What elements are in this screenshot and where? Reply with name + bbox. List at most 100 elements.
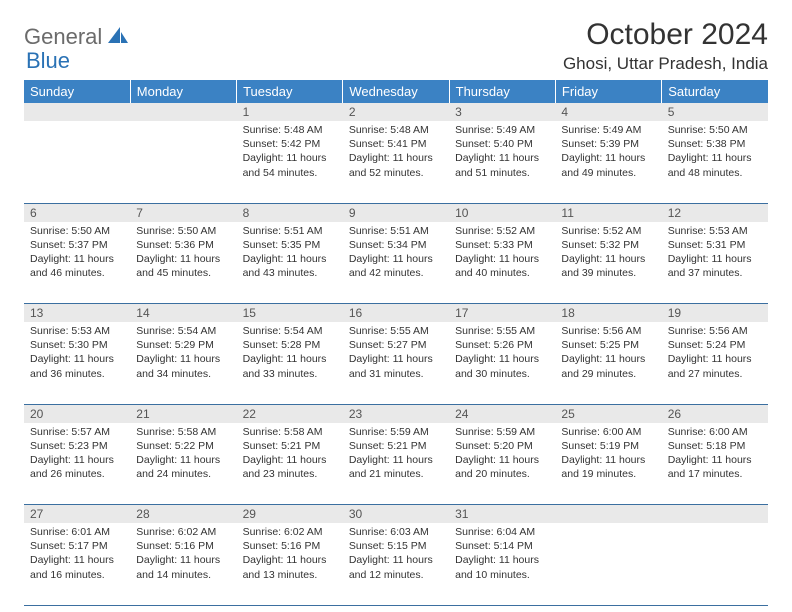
sunrise-text: Sunrise: 5:56 AM	[668, 324, 762, 338]
day-cell	[555, 523, 661, 605]
day-number-cell: 11	[555, 203, 661, 222]
sunrise-text: Sunrise: 5:50 AM	[668, 123, 762, 137]
brand-logo: General	[24, 24, 131, 50]
day-info: Sunrise: 6:02 AMSunset: 5:16 PMDaylight:…	[237, 523, 343, 586]
day-number-cell: 28	[130, 505, 236, 524]
day-number-cell: 29	[237, 505, 343, 524]
day-number-cell: 3	[449, 103, 555, 121]
sunrise-text: Sunrise: 5:57 AM	[30, 425, 124, 439]
month-title: October 2024	[563, 18, 768, 52]
day-cell	[24, 121, 130, 203]
day-number-cell: 16	[343, 304, 449, 323]
sunrise-text: Sunrise: 5:51 AM	[243, 224, 337, 238]
daylight-text: Daylight: 11 hours and 29 minutes.	[561, 352, 655, 380]
sunrise-text: Sunrise: 5:48 AM	[349, 123, 443, 137]
daylight-text: Daylight: 11 hours and 27 minutes.	[668, 352, 762, 380]
day-cell: Sunrise: 5:59 AMSunset: 5:21 PMDaylight:…	[343, 423, 449, 505]
sunrise-text: Sunrise: 5:56 AM	[561, 324, 655, 338]
day-info: Sunrise: 5:51 AMSunset: 5:35 PMDaylight:…	[237, 222, 343, 285]
day-cell: Sunrise: 6:01 AMSunset: 5:17 PMDaylight:…	[24, 523, 130, 605]
sunrise-text: Sunrise: 5:55 AM	[455, 324, 549, 338]
day-cell: Sunrise: 5:55 AMSunset: 5:27 PMDaylight:…	[343, 322, 449, 404]
sunrise-text: Sunrise: 6:02 AM	[243, 525, 337, 539]
sunset-text: Sunset: 5:40 PM	[455, 137, 549, 151]
daylight-text: Daylight: 11 hours and 54 minutes.	[243, 151, 337, 179]
sunrise-text: Sunrise: 5:53 AM	[30, 324, 124, 338]
day-number-cell: 30	[343, 505, 449, 524]
sunrise-text: Sunrise: 5:55 AM	[349, 324, 443, 338]
sunset-text: Sunset: 5:27 PM	[349, 338, 443, 352]
sunrise-text: Sunrise: 5:49 AM	[455, 123, 549, 137]
calendar-table: Sunday Monday Tuesday Wednesday Thursday…	[24, 80, 768, 606]
brand-part2-wrap: Blue	[24, 48, 70, 74]
sunset-text: Sunset: 5:20 PM	[455, 439, 549, 453]
weekday-header: Sunday	[24, 80, 130, 103]
day-number-row: 2728293031	[24, 505, 768, 524]
page-header: General October 2024 Ghosi, Uttar Prades…	[24, 18, 768, 74]
day-number-cell: 22	[237, 404, 343, 423]
daylight-text: Daylight: 11 hours and 40 minutes.	[455, 252, 549, 280]
day-cell: Sunrise: 5:49 AMSunset: 5:40 PMDaylight:…	[449, 121, 555, 203]
sunrise-text: Sunrise: 6:00 AM	[561, 425, 655, 439]
day-info: Sunrise: 5:50 AMSunset: 5:36 PMDaylight:…	[130, 222, 236, 285]
sunrise-text: Sunrise: 5:53 AM	[668, 224, 762, 238]
sunset-text: Sunset: 5:39 PM	[561, 137, 655, 151]
sunrise-text: Sunrise: 5:48 AM	[243, 123, 337, 137]
sunset-text: Sunset: 5:28 PM	[243, 338, 337, 352]
day-info: Sunrise: 6:00 AMSunset: 5:18 PMDaylight:…	[662, 423, 768, 486]
day-cell: Sunrise: 5:56 AMSunset: 5:24 PMDaylight:…	[662, 322, 768, 404]
daylight-text: Daylight: 11 hours and 37 minutes.	[668, 252, 762, 280]
daylight-text: Daylight: 11 hours and 34 minutes.	[136, 352, 230, 380]
sunset-text: Sunset: 5:23 PM	[30, 439, 124, 453]
daylight-text: Daylight: 11 hours and 12 minutes.	[349, 553, 443, 581]
day-number-row: 13141516171819	[24, 304, 768, 323]
day-info: Sunrise: 6:03 AMSunset: 5:15 PMDaylight:…	[343, 523, 449, 586]
day-cell: Sunrise: 5:54 AMSunset: 5:28 PMDaylight:…	[237, 322, 343, 404]
daylight-text: Daylight: 11 hours and 17 minutes.	[668, 453, 762, 481]
sunrise-text: Sunrise: 5:49 AM	[561, 123, 655, 137]
daylight-text: Daylight: 11 hours and 48 minutes.	[668, 151, 762, 179]
day-number-cell: 15	[237, 304, 343, 323]
day-cell: Sunrise: 5:53 AMSunset: 5:30 PMDaylight:…	[24, 322, 130, 404]
day-cell: Sunrise: 6:00 AMSunset: 5:18 PMDaylight:…	[662, 423, 768, 505]
day-number-cell: 20	[24, 404, 130, 423]
title-area: October 2024 Ghosi, Uttar Pradesh, India	[563, 18, 768, 74]
day-info: Sunrise: 6:04 AMSunset: 5:14 PMDaylight:…	[449, 523, 555, 586]
day-content-row: Sunrise: 6:01 AMSunset: 5:17 PMDaylight:…	[24, 523, 768, 605]
day-info: Sunrise: 5:50 AMSunset: 5:37 PMDaylight:…	[24, 222, 130, 285]
daylight-text: Daylight: 11 hours and 24 minutes.	[136, 453, 230, 481]
day-number-cell	[130, 103, 236, 121]
sunset-text: Sunset: 5:31 PM	[668, 238, 762, 252]
day-content-row: Sunrise: 5:57 AMSunset: 5:23 PMDaylight:…	[24, 423, 768, 505]
day-number-cell: 14	[130, 304, 236, 323]
day-info: Sunrise: 5:50 AMSunset: 5:38 PMDaylight:…	[662, 121, 768, 184]
day-number-cell	[555, 505, 661, 524]
day-cell: Sunrise: 5:50 AMSunset: 5:36 PMDaylight:…	[130, 222, 236, 304]
daylight-text: Daylight: 11 hours and 31 minutes.	[349, 352, 443, 380]
weekday-header: Friday	[555, 80, 661, 103]
day-number-cell	[24, 103, 130, 121]
daylight-text: Daylight: 11 hours and 16 minutes.	[30, 553, 124, 581]
day-number-cell: 8	[237, 203, 343, 222]
day-info: Sunrise: 5:59 AMSunset: 5:20 PMDaylight:…	[449, 423, 555, 486]
sunset-text: Sunset: 5:16 PM	[243, 539, 337, 553]
sunrise-text: Sunrise: 5:59 AM	[455, 425, 549, 439]
day-number-cell: 7	[130, 203, 236, 222]
day-cell: Sunrise: 5:58 AMSunset: 5:22 PMDaylight:…	[130, 423, 236, 505]
day-cell: Sunrise: 5:54 AMSunset: 5:29 PMDaylight:…	[130, 322, 236, 404]
sunrise-text: Sunrise: 6:01 AM	[30, 525, 124, 539]
daylight-text: Daylight: 11 hours and 43 minutes.	[243, 252, 337, 280]
day-cell: Sunrise: 5:56 AMSunset: 5:25 PMDaylight:…	[555, 322, 661, 404]
day-cell: Sunrise: 5:55 AMSunset: 5:26 PMDaylight:…	[449, 322, 555, 404]
sunrise-text: Sunrise: 5:52 AM	[455, 224, 549, 238]
day-number-cell: 4	[555, 103, 661, 121]
daylight-text: Daylight: 11 hours and 26 minutes.	[30, 453, 124, 481]
sunset-text: Sunset: 5:21 PM	[243, 439, 337, 453]
day-number-cell: 10	[449, 203, 555, 222]
day-cell	[662, 523, 768, 605]
day-number-cell: 6	[24, 203, 130, 222]
day-cell: Sunrise: 5:50 AMSunset: 5:38 PMDaylight:…	[662, 121, 768, 203]
day-info: Sunrise: 5:52 AMSunset: 5:33 PMDaylight:…	[449, 222, 555, 285]
weekday-header: Monday	[130, 80, 236, 103]
day-cell: Sunrise: 5:50 AMSunset: 5:37 PMDaylight:…	[24, 222, 130, 304]
